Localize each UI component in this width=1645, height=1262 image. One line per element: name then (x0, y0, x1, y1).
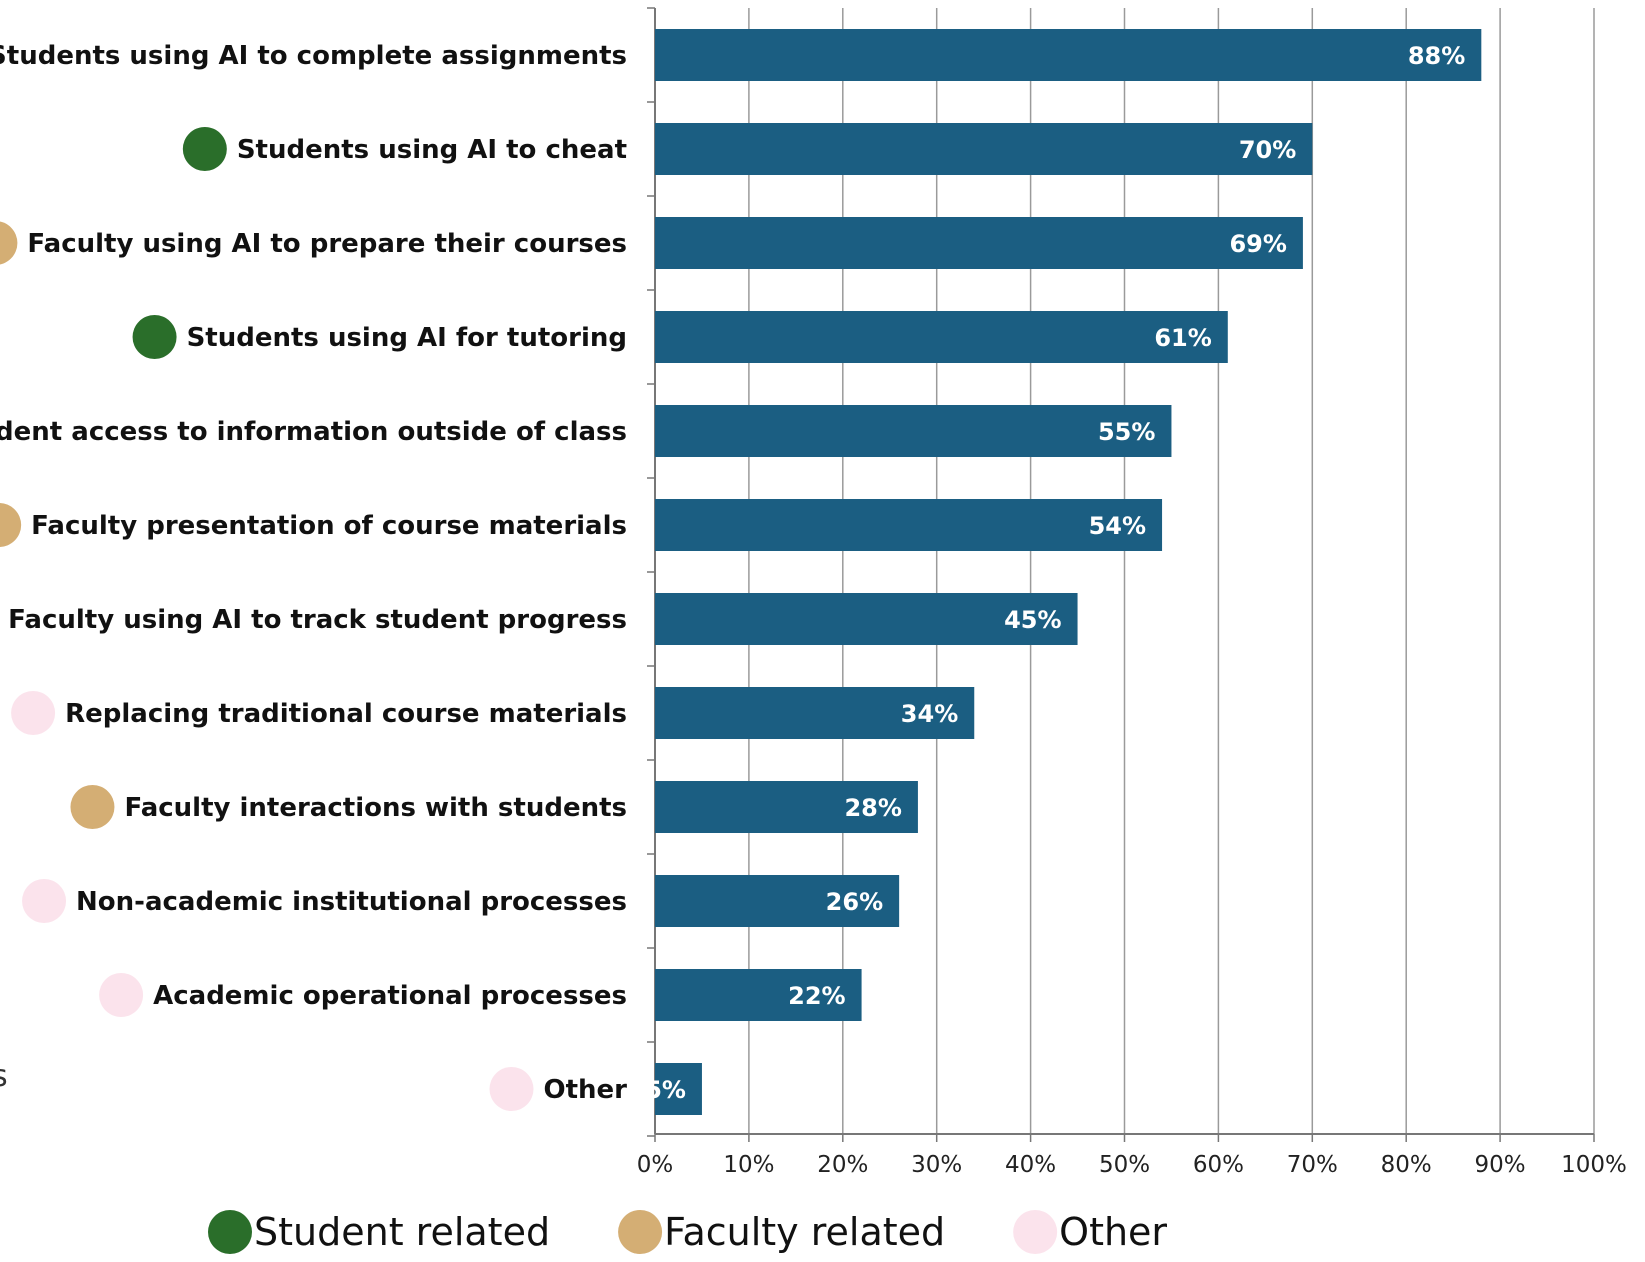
bars: 88% 70% 69% 61% 55% 54% 45% 34% 28% 26% 22% 5% (645, 29, 1482, 1115)
x-tick-label: 40% (1005, 1152, 1056, 1178)
bar-value-label: 45% (1004, 606, 1061, 634)
bar-value-label: 55% (1098, 418, 1155, 446)
bar-value-label: 22% (788, 982, 845, 1010)
x-tick-label: 50% (1099, 1152, 1150, 1178)
legend-swatch-icon (618, 1210, 663, 1254)
category-label: Non-academic institutional processes (76, 887, 627, 917)
bar (655, 217, 1303, 269)
category-label: Faculty presentation of course materials (31, 511, 627, 541)
x-tick-label: 90% (1475, 1152, 1526, 1178)
group-dot-icon (489, 1067, 534, 1111)
bar (655, 29, 1482, 81)
x-tick-label: 70% (1287, 1152, 1338, 1178)
category-label: Students using AI to complete assignment… (0, 41, 627, 71)
bar-value-label: 5% (645, 1076, 686, 1104)
category-label: Students using AI for tutoring (187, 323, 627, 353)
category-labels: Students using AI to complete assignment… (0, 41, 628, 1111)
category-label: Faculty using AI to prepare their course… (27, 229, 627, 259)
bar-value-label: 54% (1089, 512, 1146, 540)
bar (655, 1063, 702, 1115)
category-label: Academic operational processes (153, 981, 627, 1011)
legend-label: Other (1059, 1210, 1167, 1254)
bar-value-label: 70% (1239, 136, 1296, 164)
bar (655, 311, 1228, 363)
bar (655, 593, 1078, 645)
bar-value-label: 88% (1408, 42, 1465, 70)
bar (655, 875, 900, 927)
category-label: Replacing traditional course materials (65, 699, 627, 729)
category-label: Student access to information outside of… (0, 417, 627, 447)
category-label: Faculty using AI to track student progre… (8, 605, 627, 635)
group-dot-icon (22, 879, 67, 923)
axes: 0% 10% 20% 30% 40% 50% 60% 70% 80% 90% 100% (637, 7, 1627, 1178)
bar-value-label: 28% (844, 794, 901, 822)
bar (655, 969, 862, 1021)
legend-label: Student related (254, 1210, 550, 1254)
grid-lines (748, 8, 1595, 1134)
group-dot-icon (99, 973, 144, 1017)
bar (655, 499, 1163, 551)
group-dot-icon (132, 315, 177, 359)
bar-value-label: 26% (826, 888, 883, 916)
bar-value-label: 61% (1154, 324, 1211, 352)
group-dot-icon (182, 127, 227, 171)
stray-text-fragment: s (0, 1059, 8, 1094)
legend: Student related Faculty related Other (208, 1210, 1167, 1254)
legend-label: Faculty related (664, 1210, 945, 1254)
category-label: Faculty interactions with students (124, 793, 627, 823)
bar (655, 405, 1172, 457)
x-tick-label: 0% (637, 1152, 674, 1178)
category-label: Students using AI to cheat (237, 135, 627, 165)
bar-value-label: 34% (901, 700, 958, 728)
x-tick-label: 60% (1193, 1152, 1244, 1178)
legend-swatch-icon (208, 1210, 252, 1254)
bar (655, 781, 918, 833)
x-tick-label: 10% (723, 1152, 774, 1178)
group-dot-icon (11, 691, 56, 735)
bar (655, 123, 1313, 175)
x-tick-label: 20% (817, 1152, 868, 1178)
group-dot-icon (70, 785, 115, 829)
bar-value-label: 69% (1229, 230, 1286, 258)
x-tick-label: 30% (911, 1152, 962, 1178)
x-tick-label: 100% (1561, 1152, 1627, 1178)
legend-swatch-icon (1013, 1210, 1058, 1254)
group-dot-icon (0, 503, 22, 547)
bar (655, 687, 975, 739)
category-label: Other (544, 1075, 628, 1105)
group-dot-icon (0, 221, 18, 265)
x-tick-label: 80% (1381, 1152, 1432, 1178)
